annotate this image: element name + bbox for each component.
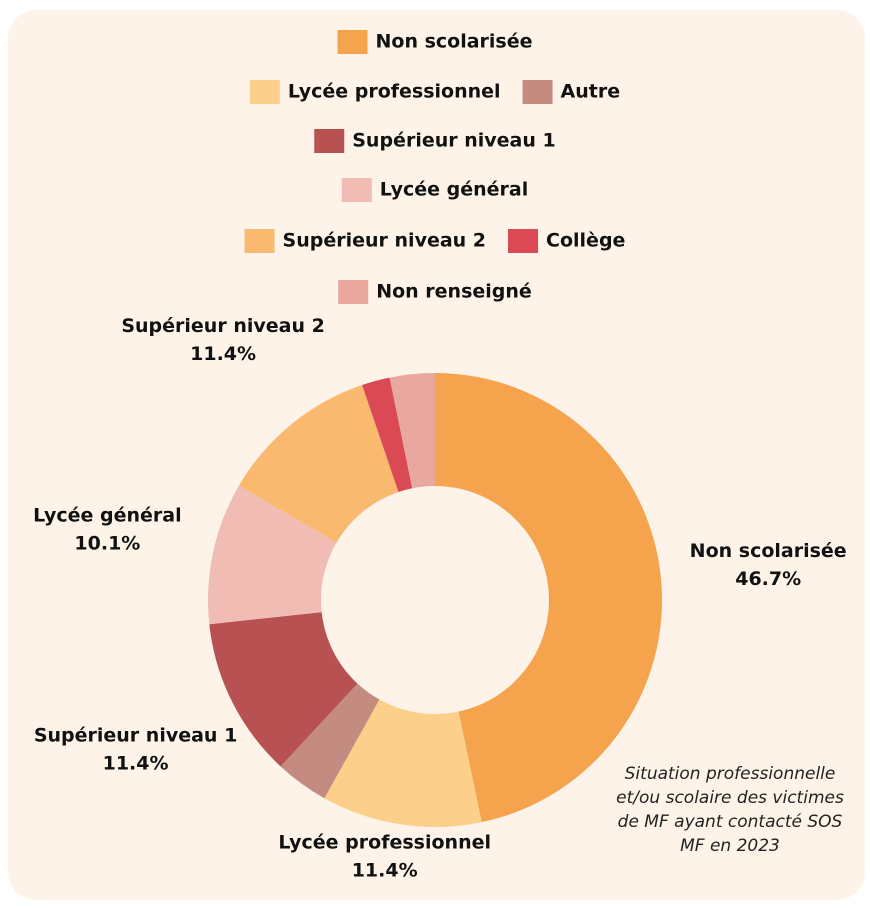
slice-value: 11.4%	[103, 753, 169, 775]
donut-slice	[324, 699, 482, 827]
donut-slice	[389, 373, 435, 489]
legend-swatch	[508, 229, 539, 253]
donut-slice	[209, 612, 358, 767]
legend-swatch	[249, 80, 280, 104]
slice-label: Non scolarisée	[690, 540, 847, 562]
legend-label: Supérieur niveau 2	[283, 230, 486, 252]
donut-slice	[435, 373, 662, 823]
donut-slice	[207, 485, 337, 625]
legend-label: Non scolarisée	[375, 31, 532, 53]
donut-slice	[238, 385, 399, 543]
legend-label: Lycée général	[380, 179, 528, 201]
donut-slice	[362, 377, 413, 493]
legend-swatch	[337, 30, 368, 54]
legend-label: Supérieur niveau 1	[352, 130, 555, 152]
slice-label: Supérieur niveau 2	[121, 315, 324, 337]
donut-slice	[280, 683, 380, 799]
slice-value: 46.7%	[735, 568, 801, 590]
slice-label: Supérieur niveau 1	[34, 725, 237, 747]
legend-label: Non renseigné	[376, 281, 532, 303]
slice-label: Lycée professionnel	[278, 832, 491, 854]
slice-value: 11.4%	[190, 343, 256, 365]
legend-swatch	[338, 280, 369, 304]
legend-label: Lycée professionnel	[288, 81, 501, 103]
legend-swatch	[314, 129, 345, 153]
legend-swatch	[244, 229, 275, 253]
legend-swatch	[341, 178, 372, 202]
slice-value: 10.1%	[74, 533, 140, 555]
slice-label: Lycée général	[33, 505, 181, 527]
legend-label: Collège	[546, 230, 625, 252]
slice-value: 11.4%	[352, 860, 418, 882]
legend-swatch	[522, 80, 553, 104]
legend-label: Autre	[561, 81, 621, 103]
annotation: Situation professionnelle et/ou scolaire…	[616, 764, 844, 856]
